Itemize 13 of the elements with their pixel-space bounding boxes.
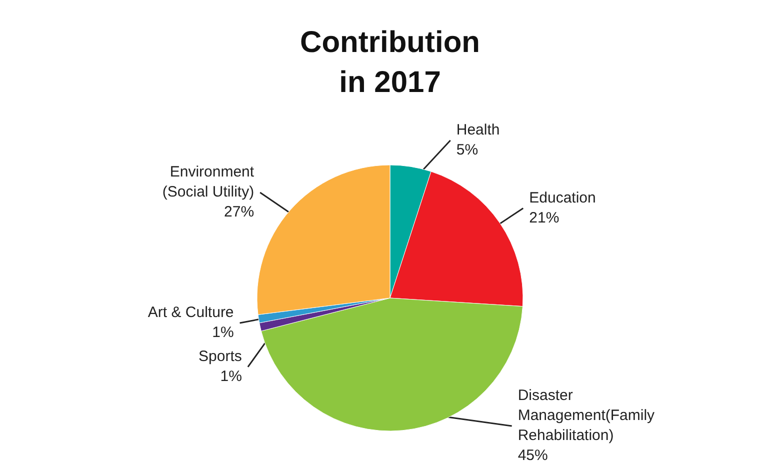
slice-label: Education <box>529 189 596 206</box>
slice-label: Art & Culture <box>148 304 234 321</box>
slice-label: Sports <box>198 348 242 365</box>
slice-label: Health <box>456 121 500 138</box>
data-label: 27% <box>224 203 254 220</box>
data-label: 45% <box>518 447 548 464</box>
data-label: 1% <box>220 368 242 385</box>
chart-title: Contribution in 2017 <box>300 26 480 99</box>
slice-label: Environment (Social Utility) <box>162 163 255 200</box>
data-label: 5% <box>456 141 478 158</box>
slice-label: Disaster Management(Family Rehabilitation) <box>518 387 656 444</box>
data-label: 21% <box>529 209 560 226</box>
data-label: 1% <box>212 324 234 341</box>
